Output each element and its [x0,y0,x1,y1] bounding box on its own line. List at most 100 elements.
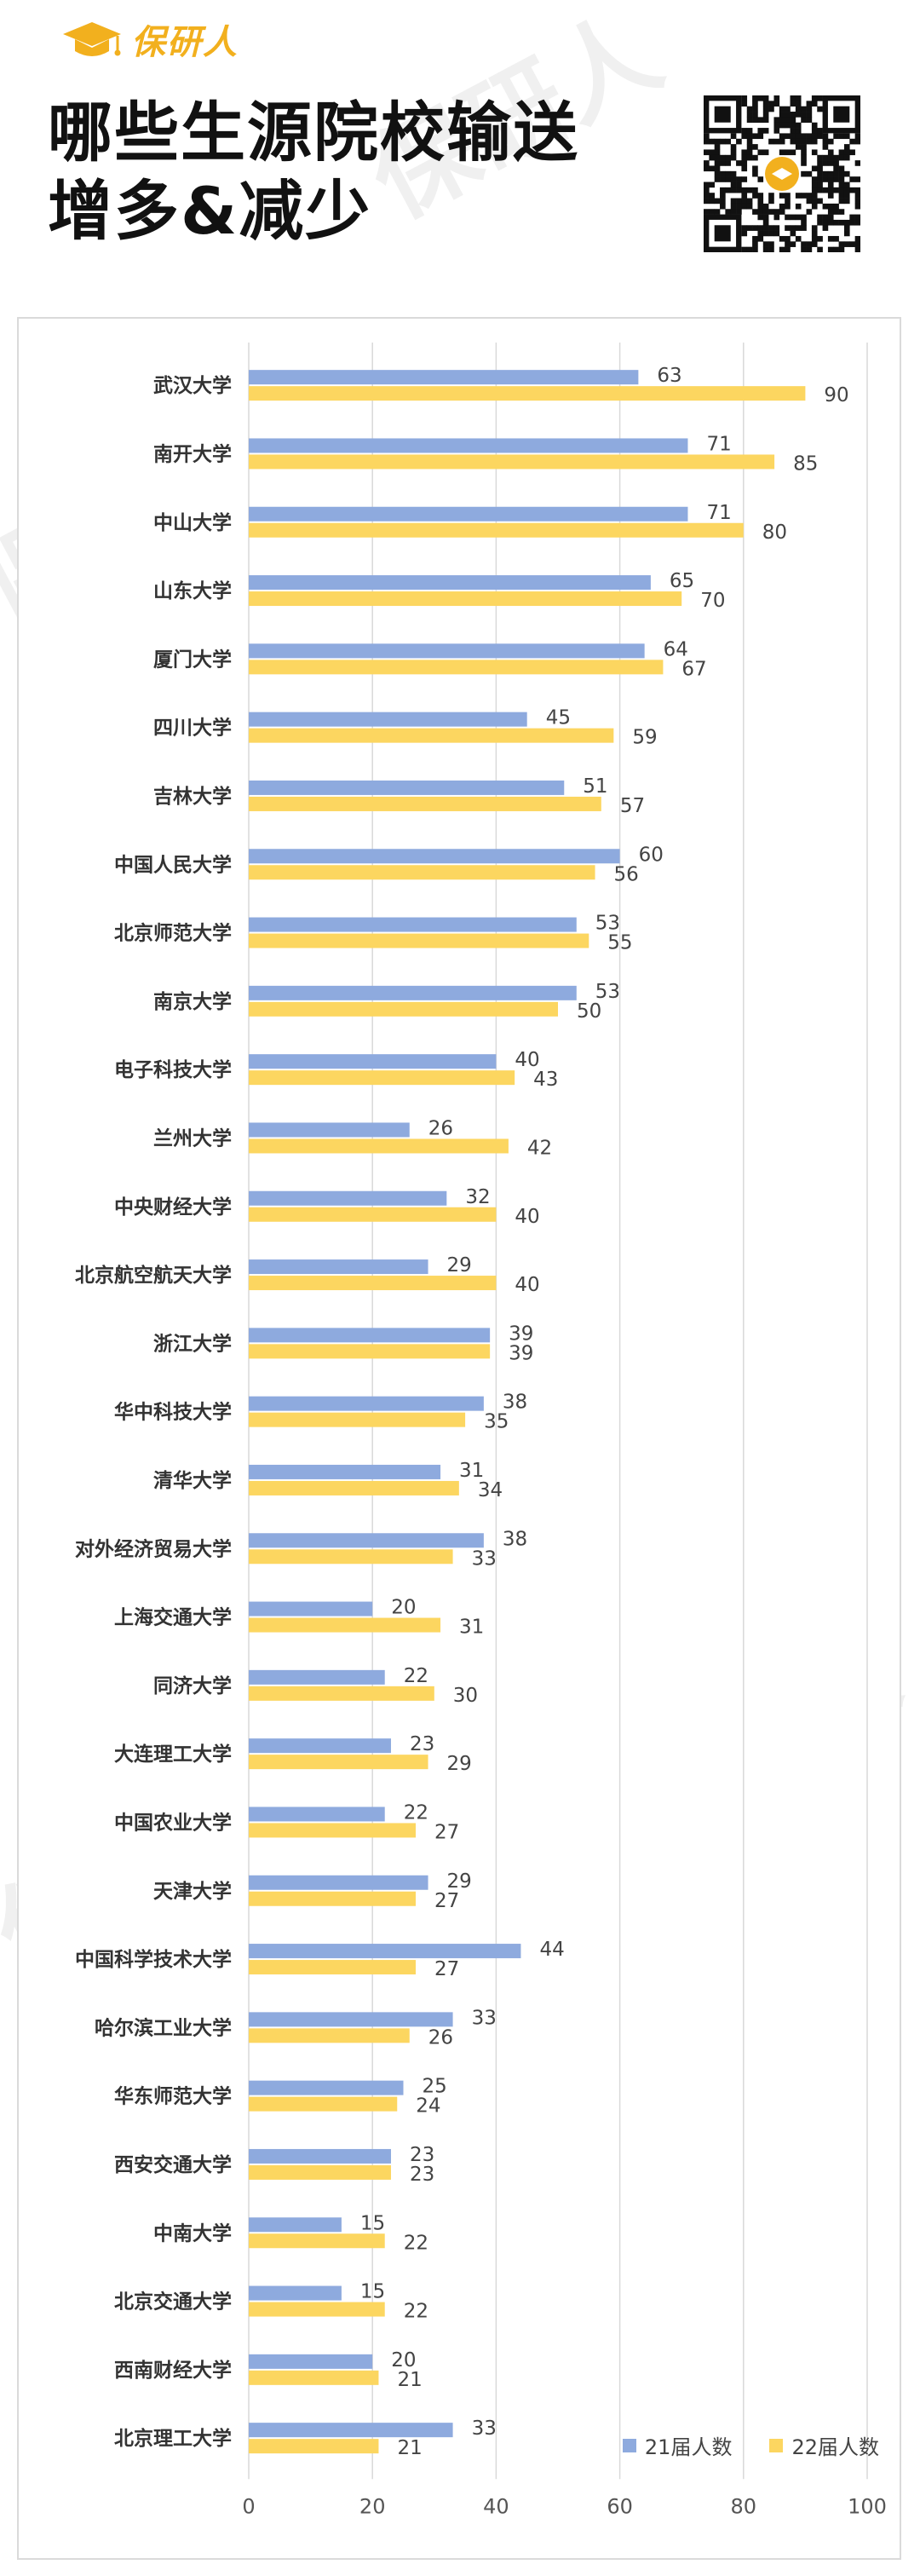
data-label-series-2: 85 [793,452,818,475]
data-label-series-1: 51 [583,775,607,798]
data-label-series-2: 33 [472,1547,497,1570]
data-label-series-2: 31 [459,1616,484,1639]
category-label: 西南财经大学 [114,2359,232,2382]
data-label-series-1: 23 [410,1733,434,1755]
data-label-series-1: 29 [447,1870,472,1893]
data-label-series-2: 57 [620,795,645,817]
bar-series-1 [249,2217,342,2233]
data-label-series-2: 27 [434,1958,459,1980]
data-label-series-2: 26 [428,2026,453,2049]
bar-series-2 [249,660,664,675]
bar-series-2 [249,1960,417,1975]
title-line-2: 增多&减少 [48,173,372,249]
data-label-series-1: 71 [706,502,731,524]
data-label-series-1: 20 [391,2349,416,2371]
bar-series-2 [249,454,775,470]
data-label-series-1: 26 [428,1117,453,1139]
bar-series-1 [249,1122,410,1138]
bar-series-2 [249,865,595,880]
category-label: 中山大学 [153,511,232,534]
data-label-series-1: 31 [459,1460,484,1482]
data-label-series-2: 67 [681,658,706,680]
data-label-series-1: 32 [465,1186,490,1208]
data-label-series-2: 50 [577,1000,601,1023]
category-label: 华东师范大学 [114,2085,232,2108]
data-label-series-1: 15 [360,2212,385,2234]
chart-card [17,317,901,2560]
data-label-series-2: 29 [447,1753,472,1775]
legend-label-series-2: 22届人数 [791,2435,879,2459]
bar-series-2 [249,1617,441,1633]
bar-series-2 [249,1070,515,1086]
data-label-series-1: 22 [404,1801,428,1824]
category-label: 山东大学 [153,579,232,602]
data-label-series-1: 20 [391,1597,416,1619]
category-label: 厦门大学 [153,648,232,671]
category-label: 北京理工大学 [114,2427,232,2450]
legend-item-series-2: 22届人数 [769,2430,879,2460]
data-label-series-2: 21 [397,2369,422,2391]
brand-name: 保研人 [131,23,239,62]
category-label: 中国农业大学 [114,1811,232,1834]
category-label: 浙江大学 [153,1332,232,1355]
x-tick-label: 20 [359,2494,386,2518]
bar-series-1 [249,849,620,864]
data-label-series-2: 80 [762,522,787,544]
bar-series-2 [249,933,589,948]
data-label-series-2: 24 [416,2095,440,2118]
data-label-series-1: 60 [639,844,664,866]
bar-series-1 [249,2285,342,2301]
category-label: 西安交通大学 [114,2153,232,2176]
x-tick-label: 80 [731,2494,757,2518]
bar-series-1 [249,2080,404,2095]
data-label-series-2: 56 [614,863,639,885]
legend-item-series-1: 21届人数 [622,2430,733,2460]
data-label-series-2: 40 [515,1206,539,1228]
legend-label-series-1: 21届人数 [644,2435,733,2459]
data-label-series-1: 53 [595,913,620,935]
data-label-series-2: 42 [527,1137,552,1159]
category-label: 北京航空航天大学 [75,1264,232,1287]
category-label: 北京交通大学 [114,2291,232,2314]
bar-series-1 [249,1807,385,1822]
graduation-cap-icon [63,22,121,56]
data-label-series-1: 64 [664,638,688,660]
qr-code-icon [704,95,860,252]
bar-series-2 [249,2028,410,2043]
data-label-series-2: 40 [515,1274,539,1296]
bar-series-2 [249,522,744,538]
bar-series-1 [249,1190,447,1206]
x-tick-label: 40 [483,2494,509,2518]
bar-series-1 [249,1328,491,1343]
category-label: 中南大学 [153,2222,232,2245]
bar-series-2 [249,386,806,401]
data-label-series-2: 27 [434,1890,459,1912]
data-label-series-1: 29 [447,1254,472,1276]
data-label-series-2: 23 [410,2164,434,2186]
data-label-series-2: 21 [397,2437,422,2459]
category-label: 吉林大学 [153,785,232,808]
bar-series-1 [249,1944,521,1959]
bar-series-1 [249,1738,391,1754]
bar-series-1 [249,1054,497,1069]
data-label-series-2: 22 [404,2232,428,2254]
data-label-series-1: 33 [472,2418,497,2440]
title-line-1: 哪些生源院校输送 [48,95,579,170]
data-label-series-2: 59 [632,727,657,749]
category-label: 南京大学 [153,990,232,1013]
category-label: 四川大学 [153,717,232,740]
x-tick-label: 100 [848,2494,887,2518]
bar-series-1 [249,712,527,727]
bar-series-2 [249,1138,509,1154]
bar-series-2 [249,2439,379,2454]
category-label: 上海交通大学 [114,1606,232,1629]
bar-series-2 [249,1276,497,1291]
bar-series-2 [249,1480,459,1495]
bar-series-1 [249,575,651,591]
data-label-series-1: 44 [539,1939,564,1961]
bar-series-2 [249,1549,453,1565]
bar-series-2 [249,1207,497,1222]
data-label-series-1: 71 [706,433,731,455]
bar-series-1 [249,1259,428,1275]
